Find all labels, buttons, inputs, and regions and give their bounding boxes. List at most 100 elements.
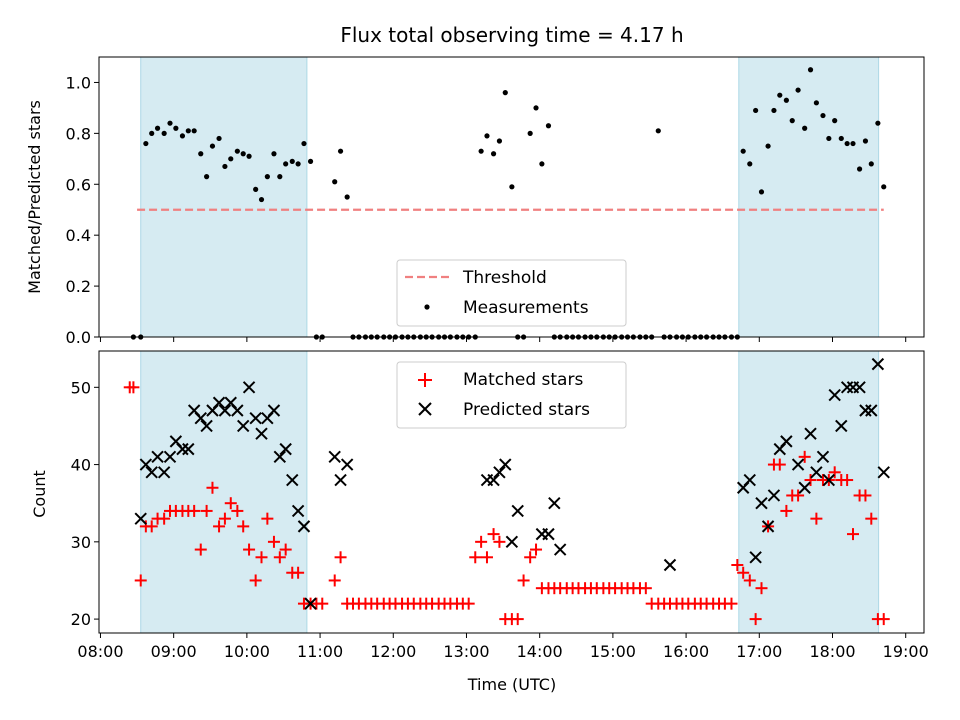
- measurement-point: [765, 143, 771, 149]
- x-tick-label: 17:00: [736, 642, 782, 661]
- matched-star-point: [475, 535, 488, 548]
- measurement-point: [216, 135, 222, 142]
- measurement-point: [868, 161, 874, 167]
- bottom-panel: 20 30 40 50 08:00 09:00 10:00 11:00 12:00 13:00 14…: [71, 350, 929, 661]
- predicted-star-point: [163, 450, 177, 464]
- measurement-point: [167, 120, 173, 126]
- matched-star-point: [273, 551, 286, 564]
- matched-star-point: [493, 535, 506, 548]
- predicted-star-point: [255, 427, 268, 440]
- measurement-point: [143, 140, 149, 147]
- top-panel: 0.0 0.2 0.4 0.6 0.8 1.0: [66, 56, 925, 347]
- measurement-point: [539, 161, 545, 167]
- matched-star-point: [469, 551, 482, 564]
- bottom-axes-frame: [98, 350, 925, 634]
- matched-star-point: [865, 512, 878, 525]
- top-y-tick-label: 1.0: [66, 73, 91, 92]
- predicted-star-point: [511, 504, 524, 518]
- predicted-star-point: [304, 597, 317, 610]
- measurement-point: [179, 133, 186, 139]
- matched-star-point: [780, 504, 793, 517]
- measurement-point: [337, 148, 344, 154]
- predicted-star-point: [286, 473, 299, 487]
- measurement-point: [490, 151, 497, 157]
- matched-star-point: [261, 512, 274, 525]
- measurement-point: [283, 161, 289, 167]
- bottom-y-tick-label: 50: [71, 378, 91, 397]
- predicted-star-point: [328, 450, 341, 464]
- matched-star-point: [255, 551, 268, 564]
- measurement-point: [332, 179, 338, 185]
- predicted-star-point: [810, 466, 823, 479]
- x-tick-label: 18:00: [809, 642, 855, 661]
- measurement-point: [802, 125, 808, 131]
- matched-star-point: [487, 528, 500, 541]
- bottom-y-tick-label: 30: [71, 533, 91, 552]
- measurement-point: [881, 184, 887, 190]
- predicted-star-point: [499, 458, 512, 471]
- predicted-star-point: [267, 404, 281, 417]
- predicted-star-point: [505, 535, 519, 549]
- measurement-point: [655, 128, 661, 134]
- matched-star-point: [462, 597, 475, 610]
- measurement-point: [533, 105, 539, 111]
- predicted-star-point: [139, 458, 153, 471]
- measurement-point: [198, 151, 204, 157]
- predicted-star-point: [291, 504, 305, 518]
- matched-star-point: [480, 551, 493, 564]
- matched-star-point: [206, 481, 219, 494]
- top-y-tick-label: 0.4: [66, 226, 91, 245]
- measurement-point: [758, 189, 765, 195]
- measurement-point: [856, 166, 863, 172]
- measurement-point: [789, 118, 795, 124]
- matched-star-point: [218, 512, 231, 525]
- chart-title: Flux total observing time = 4.17 h: [340, 23, 683, 47]
- x-tick-label: 15:00: [590, 642, 636, 661]
- matched-star-point: [731, 559, 744, 572]
- x-tick-label: 14:00: [517, 642, 563, 661]
- predicted-star-point: [487, 473, 500, 487]
- matched-star-point: [194, 543, 207, 556]
- predicted-star-point: [791, 458, 805, 471]
- predicted-star-point: [822, 473, 836, 487]
- measurement-point: [783, 97, 789, 103]
- predicted-star-point: [242, 381, 256, 394]
- matched-star-point: [804, 474, 817, 487]
- matched-star-point: [737, 566, 750, 579]
- predicted-star-point: [218, 404, 232, 417]
- matched-star-point: [127, 381, 140, 394]
- measurement-point: [545, 123, 552, 129]
- predicted-star-point: [493, 466, 506, 479]
- measurement-point: [204, 174, 210, 180]
- matched-star-point: [213, 520, 226, 533]
- predicted-star-point: [182, 442, 195, 456]
- measurement-point: [807, 67, 814, 73]
- matched-star-point: [279, 543, 292, 556]
- x-tick-label: 19:00: [883, 642, 929, 661]
- measurement-point: [813, 100, 819, 106]
- matched-star-point: [530, 543, 543, 556]
- measurement-point: [850, 140, 856, 147]
- predicted-star-point: [743, 473, 756, 487]
- predicted-star-point: [145, 466, 158, 479]
- measurement-point: [258, 196, 265, 203]
- matched-star-point: [841, 474, 854, 487]
- matched-star-point: [859, 489, 872, 502]
- legend-threshold-label: Threshold: [462, 268, 547, 288]
- matched-star-point: [846, 528, 859, 541]
- predicted-star-point: [134, 512, 147, 525]
- legend-measurements-label: Measurements: [463, 298, 589, 318]
- measurement-point: [826, 135, 832, 142]
- measurement-point: [173, 125, 179, 131]
- matched-star-point: [755, 582, 768, 595]
- matched-star-point: [743, 574, 756, 587]
- measurement-point: [240, 151, 246, 157]
- predicted-star-point: [828, 388, 841, 402]
- top-y-tick-label: 0.0: [66, 328, 91, 347]
- predicted-star-point: [755, 496, 768, 510]
- measurement-point: [149, 130, 155, 136]
- matched-star-point: [524, 551, 537, 564]
- predicted-star-point: [761, 520, 775, 533]
- predicted-star-point: [212, 396, 226, 409]
